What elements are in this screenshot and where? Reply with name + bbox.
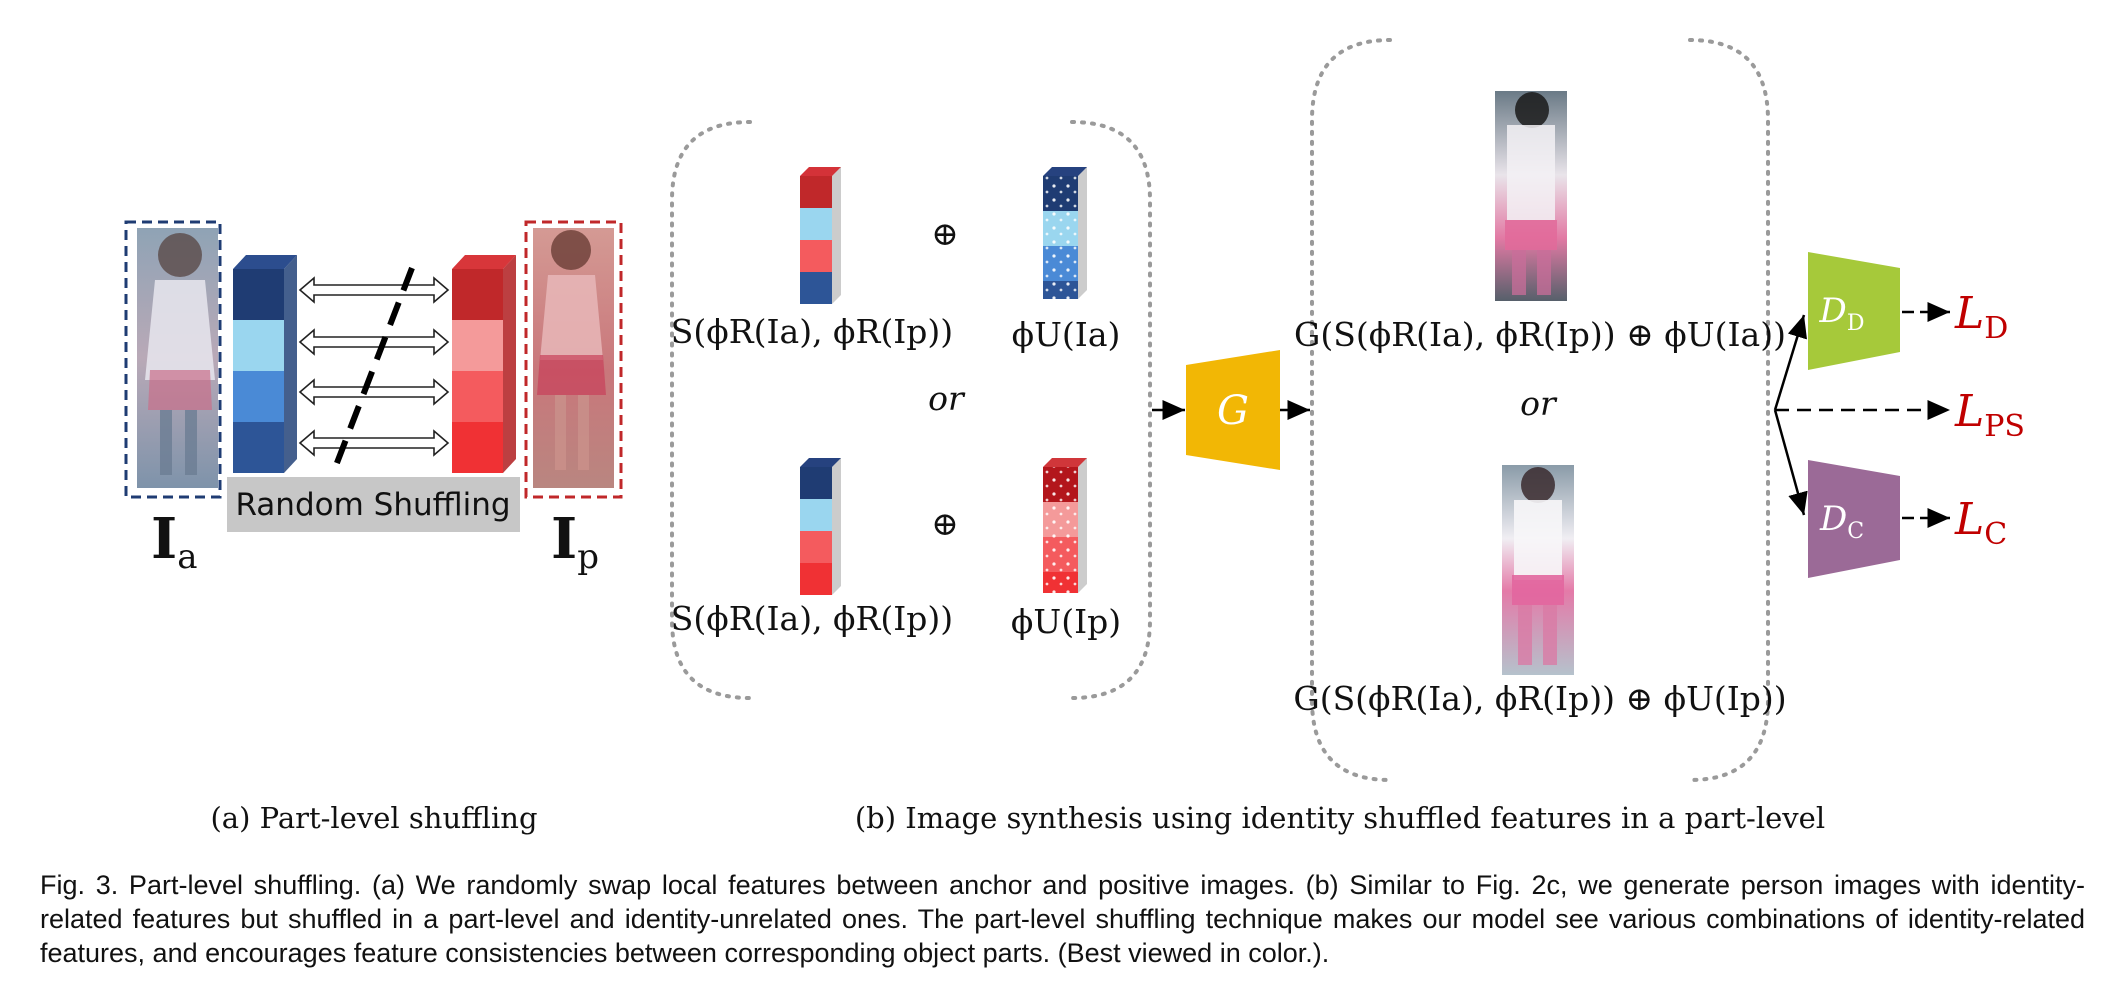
unrelated-stack-top [1043,167,1087,299]
swap-arrow-3 [298,378,450,406]
loss-d: LD [1954,288,2008,346]
right-group-bracket-close [1688,38,1770,782]
anchor-label: Ia [151,506,197,577]
panel-b: ⊕ S(ϕR(Ia), ϕR(Ip)) ϕU(Ia) or ⊕ [670,38,2025,835]
subcaption-b: (b) Image synthesis using identity shuff… [855,801,1825,835]
loss-c: LC [1954,494,2007,552]
disc-class-block [1808,460,1900,578]
positive-feature-stack [452,255,516,473]
swap-arrow-1 [298,276,450,304]
positive-frame [524,220,623,499]
panel-a: Random Shuffling Ia Ip (a) Part-level sh… [124,220,623,835]
swap-arrows [298,276,450,457]
disc-domain-label: DD [1819,291,1865,336]
oplus-bottom: ⊕ [931,504,959,543]
shuffle-expr-top: S(ϕR(Ia), ϕR(Ip)) [671,312,953,351]
gen-expr-bottom: G(S(ϕR(Ia), ϕR(Ip)) ⊕ ϕU(Ip)) [1293,679,1786,718]
generator-block [1186,350,1280,470]
loss-ps: LPS [1954,386,2025,444]
anchor-frame [124,220,222,499]
disc-domain-block [1808,252,1900,370]
shuffle-expr-bottom: S(ϕR(Ia), ϕR(Ip)) [671,599,953,638]
oplus-top: ⊕ [931,214,959,253]
disc-class-label: DC [1819,499,1864,544]
left-group-bracket-close [1070,120,1152,700]
positive-label: Ip [551,506,599,577]
unrelated-expr-top: ϕU(Ia) [1012,315,1121,354]
anchor-feature-stack [233,255,297,473]
anchor-image [124,220,222,499]
swap-arrow-4 [298,429,450,457]
positive-image [524,220,623,499]
generated-image-top [1495,91,1567,301]
generator-label: G [1217,388,1249,434]
right-group-bracket [1310,38,1392,782]
shuffle-label: Random Shuffling [235,487,510,523]
subcaption-a: (a) Part-level shuffling [210,801,537,835]
or-left: or [928,379,966,418]
gen-expr-top: G(S(ϕR(Ia), ϕR(Ip)) ⊕ ϕU(Ia)) [1294,315,1786,354]
shuffled-stack-bottom [800,458,841,595]
figure-caption: Fig. 3. Part-level shuffling. (a) We ran… [40,870,2085,968]
arrow-to-disc-c [1773,409,1808,516]
swap-arrow-2 [298,328,450,356]
arrow-to-disc-d [1773,314,1807,411]
or-right: or [1520,384,1558,423]
left-group-bracket [670,120,752,700]
shuffled-stack-top [800,167,841,304]
generated-image-bottom [1502,465,1574,675]
shuffle-label-box [227,477,520,532]
unrelated-expr-bottom: ϕU(Ip) [1011,602,1121,641]
unrelated-stack-bottom [1043,458,1087,593]
